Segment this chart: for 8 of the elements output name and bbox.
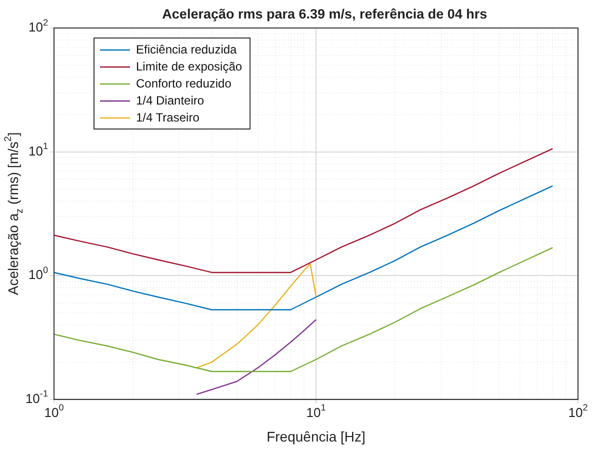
legend-label: 1/4 Dianteiro <box>136 93 204 108</box>
y-axis-title: Aceleração az (rms) [m/s2] <box>3 132 26 296</box>
legend-label: Eficiência reduzida <box>136 42 238 56</box>
legend-label: Limite de exposição <box>136 59 242 74</box>
legend-label: 1/4 Traseiro <box>136 110 200 124</box>
chart-title: Aceleração rms para 6.39 m/s, referência de 04 hrs <box>162 6 488 22</box>
x-axis-title: Frequência [Hz] <box>266 428 366 444</box>
legend-label: Conforto reduzido <box>136 76 232 90</box>
